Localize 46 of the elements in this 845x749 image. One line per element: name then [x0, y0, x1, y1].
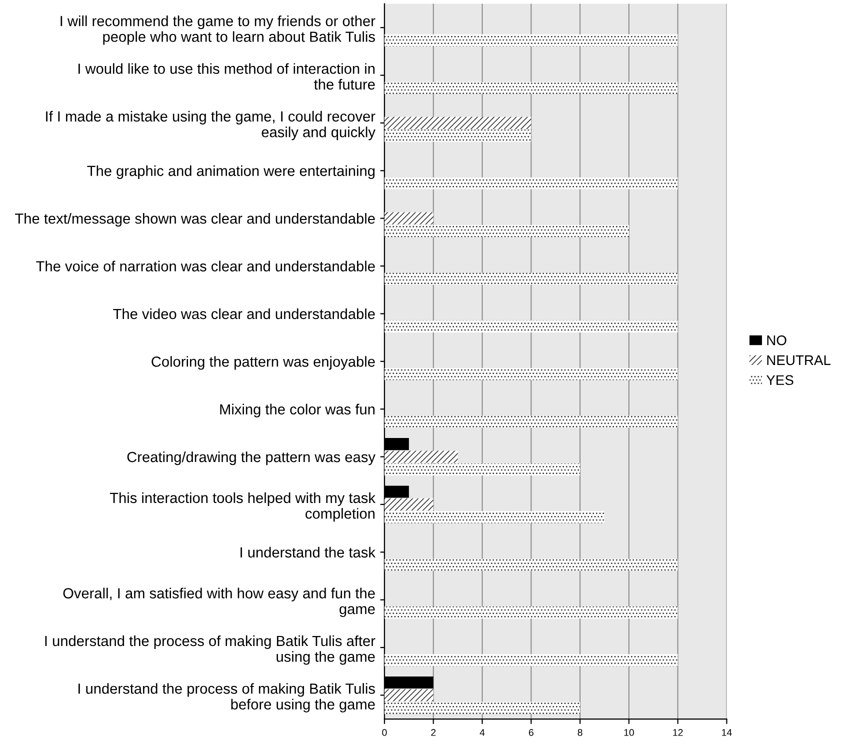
y-tick-label: Creating/drawing the pattern was easy — [127, 451, 376, 466]
y-tick-label: The voice of narration was clear and understandable — [36, 260, 375, 272]
bar — [384, 212, 434, 224]
bar — [384, 654, 678, 666]
bar — [384, 558, 678, 571]
legend-label: NEUTRAL — [767, 355, 830, 366]
y-tick-label: I will recommend the game to my friends or other people who want to learn about Batik Tulis — [60, 16, 376, 45]
bar — [384, 450, 458, 463]
y-tick-label: This interaction tools helped with my task completion — [110, 492, 376, 522]
y-tick-label: I understand the task — [240, 546, 376, 558]
y-tick-label: Coloring the pattern was enjoyable — [152, 356, 375, 370]
bar — [384, 320, 678, 332]
y-tick-label: Mixing the color was fun — [220, 404, 375, 418]
x-tick-label: 14 — [722, 729, 732, 736]
x-tick-label: 4 — [480, 729, 485, 736]
bar — [384, 177, 678, 190]
bar — [384, 225, 629, 238]
y-tick-label: The video was clear and understandable — [113, 308, 375, 320]
bar — [384, 702, 580, 714]
bar — [384, 34, 678, 46]
y-tick-label: I understand the process of making Batik Tulis after using the game — [45, 635, 376, 665]
x-tick-label: 6 — [528, 729, 534, 736]
bar — [384, 511, 604, 524]
y-tick-label: I would like to use this method of interaction in the future — [78, 63, 375, 90]
y-tick-label: I understand the process of making Batik Tulis before using the game — [78, 683, 375, 712]
x-tick-label: 12 — [673, 729, 683, 736]
bar — [384, 463, 580, 476]
legend-label: NO — [767, 335, 786, 346]
y-tick-label: If I made a mistake using the game, I could recover easily and quickly — [46, 110, 376, 140]
y-tick-label: The graphic and animation were entertaining — [87, 165, 375, 179]
bar — [384, 130, 532, 142]
bar — [384, 689, 434, 702]
x-tick-label: 8 — [578, 729, 582, 736]
bar — [384, 272, 678, 285]
bar — [384, 116, 532, 129]
bar — [384, 606, 678, 619]
y-tick-label: Overall, I am satisfied with how easy and fun the game — [63, 588, 375, 618]
x-tick-label: 10 — [624, 729, 634, 736]
bar — [384, 498, 434, 510]
legend-label: YES — [766, 375, 794, 386]
bar — [384, 368, 678, 380]
x-tick-label: 0 — [382, 729, 387, 736]
x-tick-label: 2 — [431, 729, 436, 736]
y-tick-label: The text/message shown was clear and understandable — [15, 213, 375, 227]
bar — [384, 416, 678, 428]
bar — [384, 82, 678, 94]
